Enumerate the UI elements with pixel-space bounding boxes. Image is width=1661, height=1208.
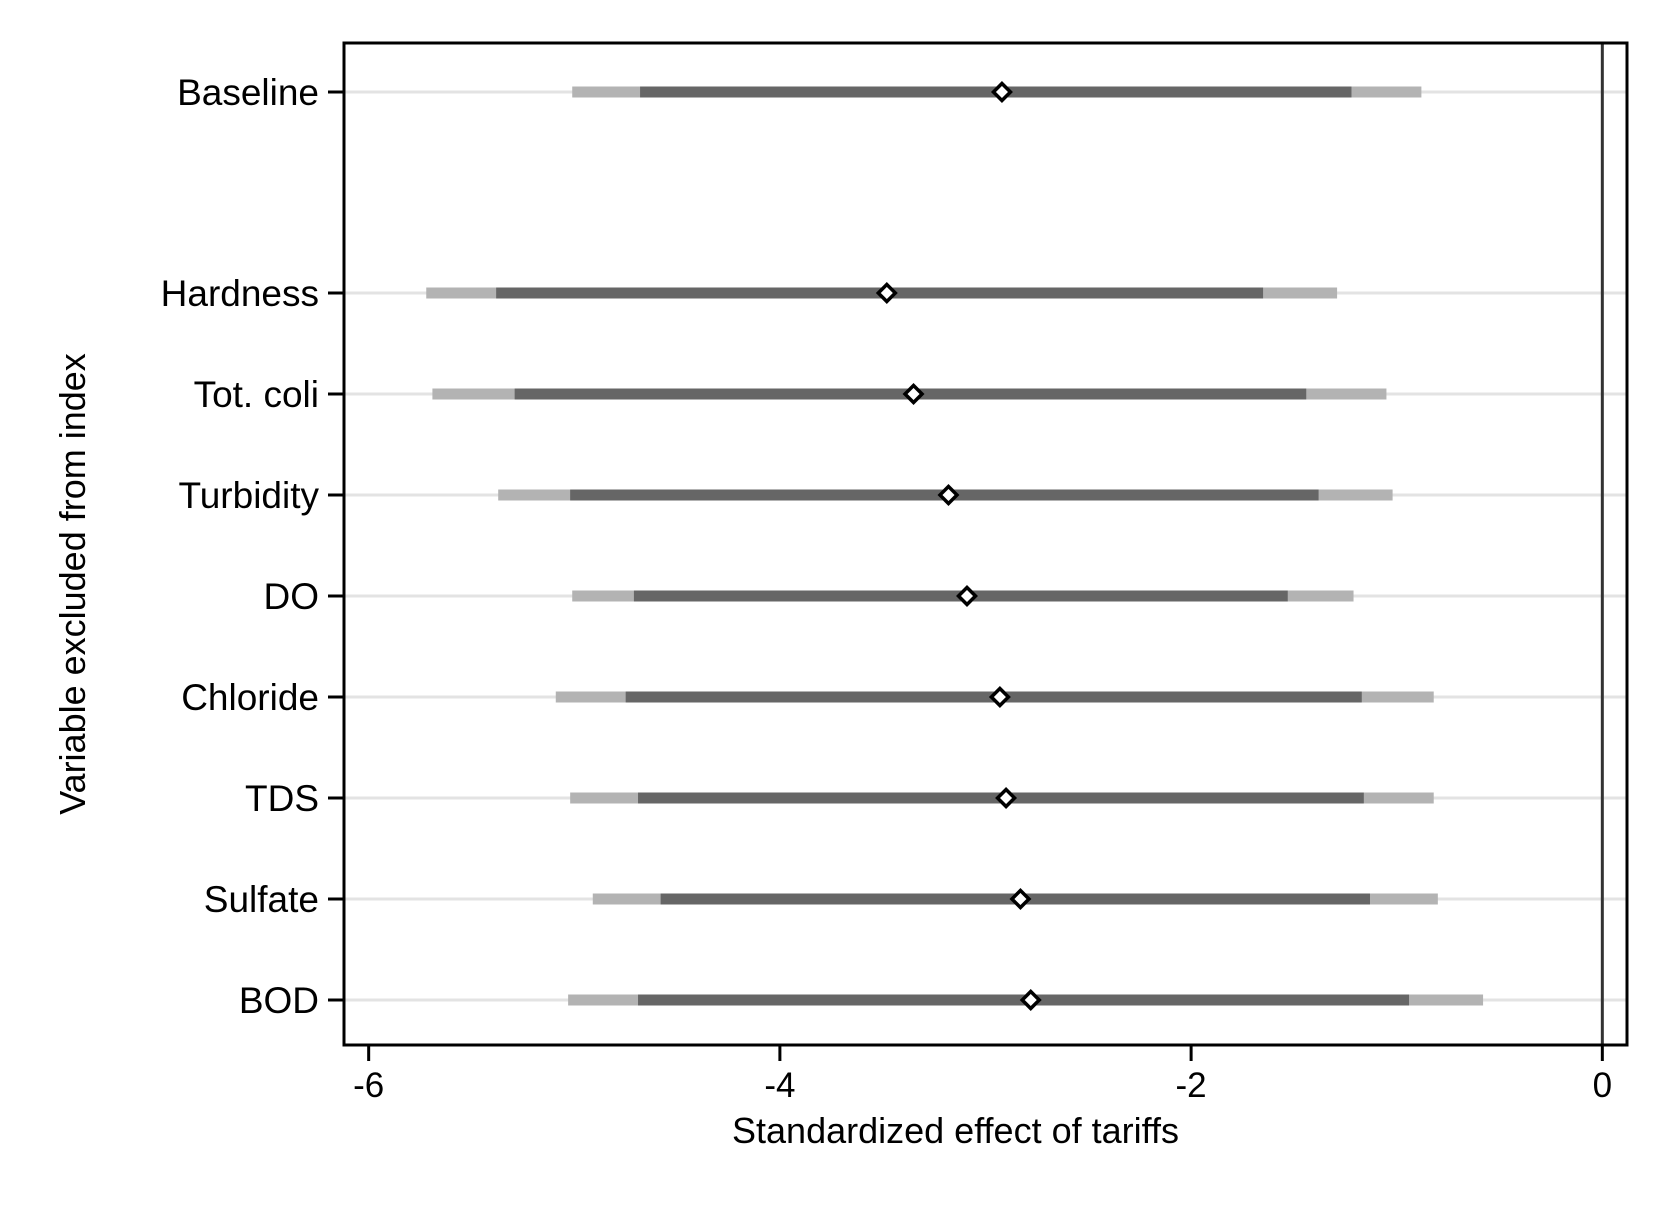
x-tick-label: -6 [353, 1066, 384, 1105]
y-tick-label: BOD [239, 980, 319, 1021]
x-axis-ticks [367, 1045, 1604, 1061]
point-estimate-marker [875, 282, 898, 304]
point-estimate-marker [988, 686, 1011, 708]
x-tick-label: -4 [764, 1066, 795, 1105]
point-estimate-marker [995, 787, 1018, 809]
point-estimate-marker [937, 484, 960, 506]
point-estimates [875, 81, 1042, 1011]
x-tick-label: 0 [1593, 1066, 1612, 1105]
point-estimate-marker [956, 585, 978, 607]
y-axis-labels: Baseline Hardness Tot. coli Turbidity DO Chlo… [161, 72, 320, 1021]
y-tick-label: Turbidity [178, 475, 319, 516]
point-estimate-marker [1019, 989, 1042, 1011]
y-tick-label: Baseline [177, 72, 319, 113]
y-tick-label: Sulfate [204, 879, 319, 920]
point-estimate-marker [902, 383, 925, 405]
plot-frame [342, 41, 1629, 1047]
y-tick-label: Hardness [161, 273, 319, 314]
y-tick-label: Tot. coli [194, 374, 319, 415]
x-axis-title: Standardized effect of tariffs [732, 1110, 1179, 1151]
y-tick-label: DO [264, 576, 320, 617]
point-estimate-marker [1009, 888, 1032, 910]
y-tick-label: TDS [245, 778, 319, 819]
x-axis-labels: -6 -4 -2 0 [353, 1066, 1612, 1105]
y-axis-title: Variable excluded from index [52, 353, 93, 815]
x-tick-label: -2 [1176, 1066, 1207, 1105]
point-estimate-marker [990, 81, 1013, 103]
y-axis-ticks [328, 90, 344, 1002]
y-tick-label: Chloride [181, 677, 319, 718]
